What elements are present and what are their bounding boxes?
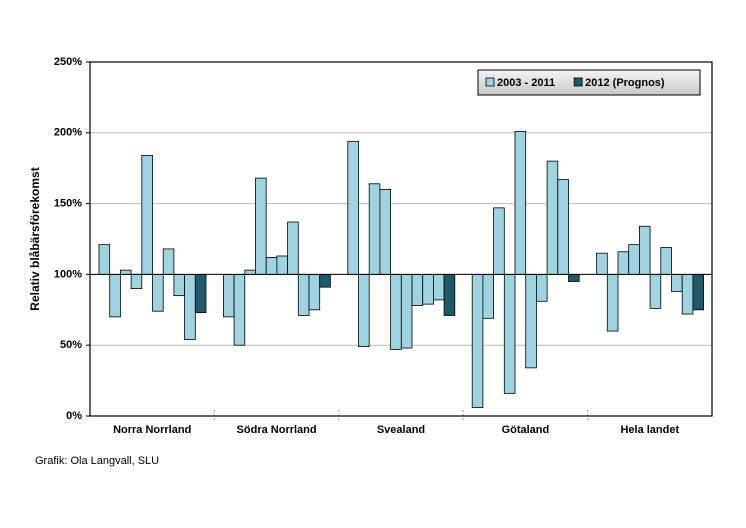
bar xyxy=(358,273,370,348)
bar xyxy=(255,177,267,275)
bar xyxy=(162,248,175,275)
bar xyxy=(482,273,494,319)
x-tick-label: Götaland xyxy=(502,424,550,436)
bar xyxy=(130,273,143,289)
x-tick-label: Norra Norrland xyxy=(113,424,191,436)
legend-label: 2003 - 2011 xyxy=(497,77,555,89)
bar xyxy=(287,221,299,275)
bar xyxy=(244,269,256,275)
bar xyxy=(422,273,434,305)
x-tick-label: Svealand xyxy=(377,424,425,436)
bar xyxy=(557,179,569,275)
x-tick-label: Hela landet xyxy=(620,424,679,436)
y-tick-label: 200% xyxy=(54,127,82,139)
bar xyxy=(525,273,537,369)
bar xyxy=(368,183,381,275)
bar xyxy=(639,225,651,275)
bar xyxy=(432,273,445,301)
source-note: Grafik: Ola Langvall, SLU xyxy=(35,455,159,467)
bar xyxy=(297,273,310,316)
bar xyxy=(649,273,662,309)
bar xyxy=(308,273,321,311)
bar xyxy=(443,273,456,316)
bar xyxy=(536,273,548,302)
bar xyxy=(493,207,505,275)
bar xyxy=(173,273,185,297)
bar xyxy=(141,155,153,275)
bar xyxy=(606,273,619,332)
bar xyxy=(617,251,630,275)
bar xyxy=(628,244,640,275)
y-tick-label: 150% xyxy=(54,198,82,210)
legend-swatch xyxy=(573,77,583,87)
bar xyxy=(546,160,559,275)
bar xyxy=(109,273,121,318)
y-axis-title: Relativ blåbärsförekomst xyxy=(28,167,42,310)
plot-frame xyxy=(89,61,713,417)
bar xyxy=(120,269,132,275)
y-tick-label: 100% xyxy=(54,268,82,280)
bar xyxy=(503,273,516,394)
bar xyxy=(692,273,705,311)
bar xyxy=(400,273,413,349)
bar xyxy=(471,273,484,408)
legend-box xyxy=(477,69,701,96)
legend-swatch xyxy=(485,77,495,87)
bar xyxy=(347,140,359,275)
bar xyxy=(222,273,235,318)
y-tick-label: 50% xyxy=(60,339,82,351)
legend-label: 2012 (Prognos) xyxy=(585,77,665,89)
bar xyxy=(194,273,207,314)
bar xyxy=(596,252,608,275)
bar xyxy=(568,273,580,282)
y-tick-label: 250% xyxy=(54,56,82,68)
bar xyxy=(390,273,402,350)
bar xyxy=(379,189,391,275)
bar xyxy=(671,273,683,292)
bar xyxy=(276,255,288,275)
bar xyxy=(98,244,111,275)
bar xyxy=(184,273,196,340)
bar xyxy=(411,273,424,306)
x-tick-label: Södra Norrland xyxy=(237,424,317,436)
bar xyxy=(265,257,278,275)
bar xyxy=(233,273,246,346)
y-tick-label: 0% xyxy=(66,410,82,422)
bar xyxy=(152,273,164,312)
bar xyxy=(319,273,331,288)
bar xyxy=(660,247,672,275)
bar xyxy=(514,130,527,275)
bar xyxy=(681,273,694,315)
